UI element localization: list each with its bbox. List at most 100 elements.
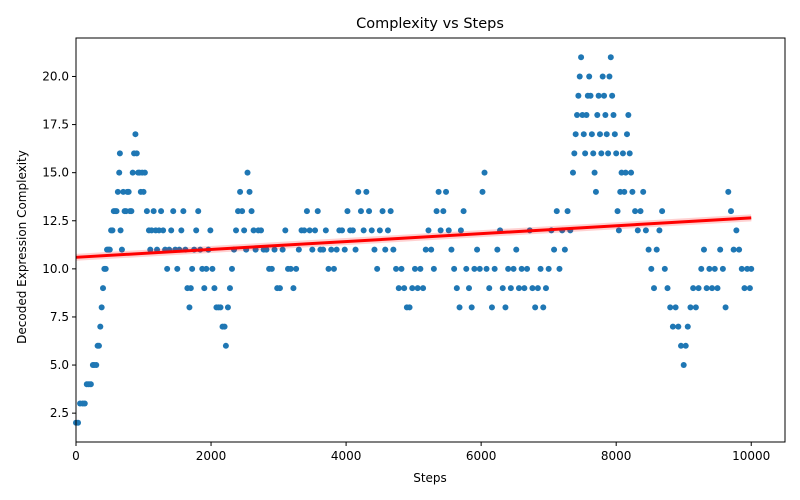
data-point — [637, 208, 644, 215]
data-point — [582, 150, 589, 157]
data-point — [629, 188, 636, 195]
data-point — [374, 265, 381, 272]
chart-title: Complexity vs Steps — [356, 16, 504, 32]
data-point — [116, 169, 123, 176]
data-point — [239, 208, 246, 215]
data-point — [556, 265, 563, 272]
data-point — [228, 265, 235, 272]
data-point — [414, 285, 421, 292]
data-point — [553, 208, 560, 215]
data-point — [437, 227, 444, 234]
data-point — [614, 208, 621, 215]
data-point — [602, 111, 609, 118]
data-point — [241, 227, 248, 234]
data-point — [81, 400, 88, 407]
data-point — [322, 227, 329, 234]
data-point — [95, 342, 102, 349]
data-point — [312, 227, 319, 234]
data-point — [178, 227, 185, 234]
data-point — [499, 285, 506, 292]
data-point — [609, 92, 616, 99]
data-point — [615, 227, 622, 234]
data-point — [551, 246, 558, 253]
data-point — [143, 208, 150, 215]
data-point — [224, 304, 231, 311]
data-point — [93, 362, 100, 369]
data-point — [651, 285, 657, 292]
data-point — [114, 188, 121, 195]
data-point — [271, 246, 278, 253]
data-point — [395, 285, 402, 292]
data-point — [276, 285, 283, 292]
data-point — [314, 208, 321, 215]
data-point — [645, 246, 652, 253]
data-point — [376, 227, 383, 234]
data-point — [463, 265, 470, 272]
data-point — [109, 227, 116, 234]
data-point — [106, 246, 113, 253]
data-point — [521, 285, 528, 292]
data-point — [339, 227, 346, 234]
data-point — [102, 265, 109, 272]
data-point — [393, 265, 400, 272]
data-point — [440, 208, 447, 215]
y-tick-label: 2.5 — [50, 406, 69, 420]
data-point — [379, 208, 386, 215]
data-point — [325, 265, 332, 272]
data-point — [282, 227, 289, 234]
data-point — [622, 169, 629, 176]
data-point — [661, 265, 668, 272]
data-point — [640, 188, 647, 195]
data-point — [98, 304, 105, 311]
data-point — [709, 285, 716, 292]
data-point — [203, 265, 210, 272]
data-point — [605, 150, 612, 157]
data-point — [741, 285, 748, 292]
data-point — [561, 246, 568, 253]
data-point — [695, 285, 702, 292]
data-point — [664, 285, 671, 292]
data-point — [132, 131, 139, 138]
data-point — [486, 285, 493, 292]
data-point — [474, 246, 481, 253]
data-point — [97, 323, 104, 330]
y-tick-label: 20.0 — [42, 69, 69, 83]
data-point — [258, 227, 265, 234]
data-point — [575, 92, 582, 99]
data-point — [483, 265, 490, 272]
data-point — [700, 246, 707, 253]
data-point — [118, 246, 125, 253]
data-point — [529, 285, 536, 292]
data-point — [147, 246, 154, 253]
data-point — [387, 208, 394, 215]
data-point — [505, 265, 512, 272]
data-point — [626, 150, 633, 157]
data-point — [611, 131, 618, 138]
data-point — [193, 227, 200, 234]
data-point — [209, 265, 216, 272]
data-point — [534, 285, 541, 292]
data-point — [453, 285, 460, 292]
data-point — [545, 265, 552, 272]
data-point — [733, 227, 740, 234]
y-axis-title: Decoded Expression Complexity — [15, 150, 29, 344]
data-point — [456, 304, 463, 311]
data-point — [303, 208, 310, 215]
plot-frame — [75, 37, 786, 443]
data-point — [598, 150, 605, 157]
data-point — [588, 131, 595, 138]
data-point — [513, 246, 520, 253]
data-point — [363, 188, 370, 195]
data-point — [587, 92, 594, 99]
data-point — [491, 265, 498, 272]
data-point — [430, 265, 437, 272]
data-point — [574, 111, 581, 118]
trend-line — [75, 216, 752, 259]
data-point — [425, 227, 432, 234]
y-tick-label: 10.0 — [42, 262, 69, 276]
data-point — [524, 265, 531, 272]
data-point — [610, 111, 617, 118]
data-point — [221, 323, 228, 330]
data-point — [150, 208, 157, 215]
data-point — [684, 323, 691, 330]
